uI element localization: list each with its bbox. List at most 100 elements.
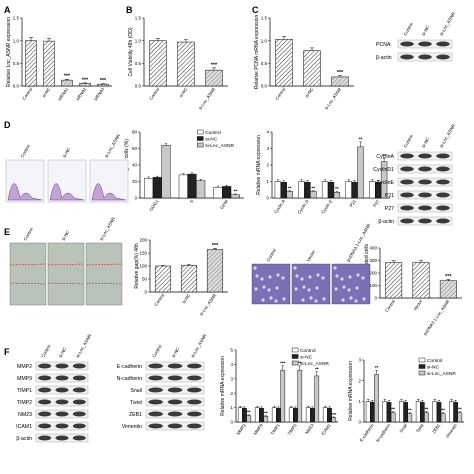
bar-si-lnc_asnr [196, 180, 206, 199]
microscopy-photo [47, 242, 85, 306]
cell-dot [342, 285, 346, 289]
bar-si-lnc_asnr [280, 369, 286, 423]
protein-band [400, 192, 414, 198]
x-tick-label: Control [153, 293, 165, 307]
bar-si-lnc_asnr [331, 417, 337, 423]
flow-peak [91, 183, 127, 201]
band-label: NM23 [18, 412, 32, 418]
legend-swatch [291, 354, 299, 359]
bar-control [237, 407, 243, 423]
y-tick-label: 1 [266, 179, 269, 184]
lane-label: si-Lnc_ASNR [439, 11, 457, 36]
protein-band [400, 218, 414, 224]
bar-si-lnc_asnr [314, 375, 320, 423]
y-tick-label: 2 [266, 163, 269, 168]
x-tick-label: ZEB1 [431, 422, 442, 434]
bar [303, 50, 321, 87]
x-tick-label: Cyclin A [273, 199, 286, 215]
legend-label: si-NC [205, 136, 218, 142]
legend-swatch [418, 357, 426, 363]
protein-band [72, 423, 86, 429]
bar [180, 264, 198, 293]
cell-dot [321, 276, 325, 280]
significance-mark: *** [445, 274, 452, 280]
band-label: Snail [130, 388, 142, 394]
band-label: N-cadherin [117, 376, 142, 382]
band-label: TIMP1 [17, 388, 32, 394]
protein-band [400, 205, 414, 211]
significance-mark: *** [280, 361, 286, 366]
cell-dot [335, 274, 339, 278]
y-tick-label: 1 [358, 399, 361, 404]
protein-band [55, 363, 69, 369]
x-tick-label: Control [148, 87, 160, 101]
protein-band [418, 205, 432, 211]
protein-band [148, 363, 163, 369]
bar-control [178, 174, 188, 199]
protein-band [418, 218, 432, 224]
x-tick-label: G2/M [219, 198, 229, 210]
cell-dot [281, 276, 285, 280]
protein-band [55, 399, 69, 405]
image-label: si-Lnc_ASNR [104, 133, 122, 158]
chart-d-cellcycle: 020406080Percentage of cells (%)**G0/G1S… [124, 130, 244, 212]
y-tick-label: 0.5 [135, 61, 142, 66]
x-tick-label: MMP9 [253, 422, 265, 436]
wound-edge [47, 263, 85, 266]
band-label: CyclinE [376, 180, 394, 186]
y-tick-label: 1.0 [13, 38, 20, 43]
protein-band [418, 179, 432, 185]
band-label: P21 [385, 193, 394, 199]
y-axis-label: Relative mRNA expression [348, 361, 354, 421]
y-tick-label: 1.5 [135, 16, 142, 21]
bar-si-lnc_asnr [374, 374, 379, 423]
bar-si-lnc_asnr [286, 191, 293, 199]
protein-band [148, 423, 163, 429]
panel-label-b: B [126, 5, 133, 15]
flow-peak [49, 183, 85, 201]
protein-band [148, 387, 163, 393]
chart-f-emt: 0 1 2 3 Relative mRNA expression ** ** ** ** ** **… [348, 358, 464, 443]
flow-histogram: si-Lnc_ASNR [89, 133, 129, 203]
cell-dot [282, 297, 286, 301]
y-tick-label: 1 [230, 405, 233, 410]
band-label: ICAM1 [16, 424, 32, 430]
cell-dot [347, 288, 351, 292]
lane-label: si-Lnc_ASNR [75, 333, 93, 358]
image-label: Control [20, 144, 31, 159]
bar-si-nc [293, 408, 298, 423]
bar [205, 69, 223, 87]
cell-dot [275, 286, 279, 290]
protein-band [38, 375, 52, 381]
y-axis-label: Relative mRNA expression [220, 356, 226, 416]
bar-control [415, 401, 421, 423]
bar [412, 262, 430, 299]
panel-label-c: C [252, 5, 259, 15]
y-tick-label: 0.0 [261, 84, 268, 89]
x-tick-label: si-NC [181, 293, 191, 305]
bar [25, 40, 37, 87]
bar-si-lnc_asnr [230, 194, 240, 199]
protein-band [167, 399, 183, 405]
bar-si-nc [276, 408, 281, 423]
x-tick-label: Control [274, 87, 286, 101]
protein-band [72, 399, 86, 405]
y-tick-label: 150 [139, 251, 147, 256]
bar-si-nc [310, 408, 315, 423]
lane-label: Control [403, 22, 414, 37]
cell-dot [255, 274, 259, 278]
cell-dot [341, 298, 345, 302]
protein-band [167, 375, 183, 381]
legend-swatch [291, 347, 299, 353]
protein-band [72, 411, 86, 417]
bar-si-nc [304, 182, 311, 199]
protein-band [436, 205, 450, 211]
cell-dot [333, 266, 337, 270]
lane-label: Control [151, 344, 162, 359]
y-axis-label: Cell Viability 48h (OD) [128, 27, 134, 76]
y-axis-label: Relative mRNA expression [256, 135, 262, 195]
bar-control [449, 401, 454, 423]
y-axis-label: Relative gap(%) 48h [134, 243, 140, 289]
